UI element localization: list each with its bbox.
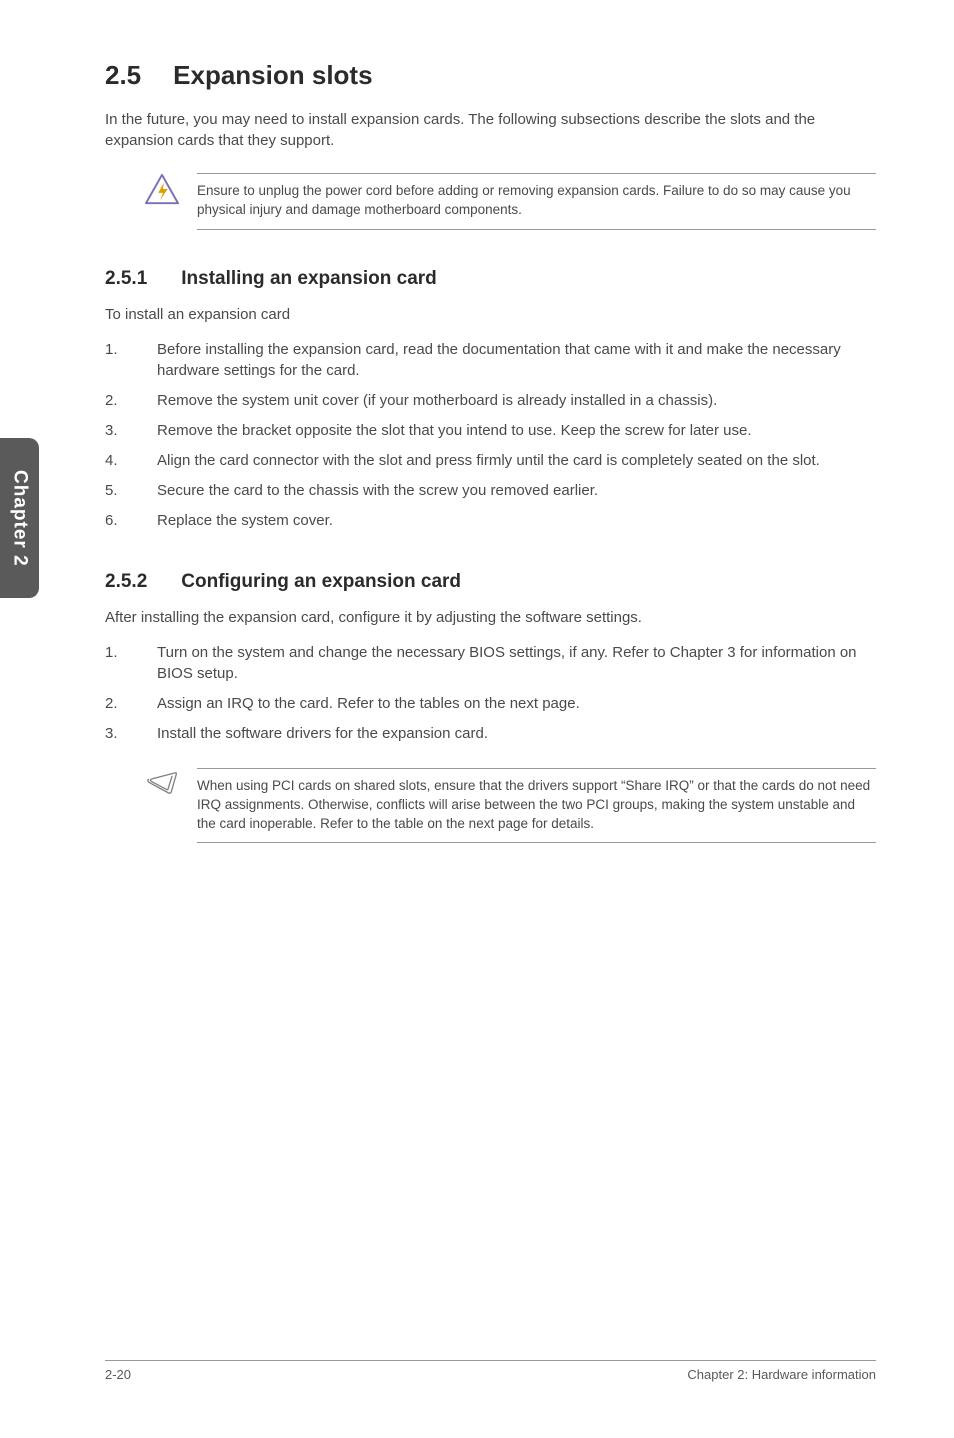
list-item: Before installing the expansion card, re…	[105, 339, 876, 381]
subsection-intro: To install an expansion card	[105, 306, 876, 323]
list-item: Remove the bracket opposite the slot tha…	[105, 420, 876, 441]
chapter-side-tab: Chapter 2	[0, 438, 39, 598]
subsection-intro: After installing the expansion card, con…	[105, 609, 876, 626]
list-item: Install the software drivers for the exp…	[105, 723, 876, 744]
subsection-252: 2.5.2 Configuring an expansion card After…	[105, 571, 876, 844]
footer-chapter-label: Chapter 2: Hardware information	[687, 1367, 876, 1382]
section-number: 2.5	[105, 60, 141, 91]
install-steps: Before installing the expansion card, re…	[105, 339, 876, 531]
subsection-heading: 2.5.2 Configuring an expansion card	[105, 571, 876, 593]
subsection-number: 2.5.2	[105, 571, 147, 593]
note-icon	[143, 768, 181, 802]
list-item: Align the card connector with the slot a…	[105, 450, 876, 471]
configure-steps: Turn on the system and change the necess…	[105, 642, 876, 744]
warning-icon	[143, 173, 181, 207]
list-item: Assign an IRQ to the card. Refer to the …	[105, 693, 876, 714]
note-callout: When using PCI cards on shared slots, en…	[143, 768, 876, 844]
subsection-number: 2.5.1	[105, 268, 147, 290]
section-heading: 2.5 Expansion slots	[105, 60, 876, 91]
subsection-title: Installing an expansion card	[181, 268, 437, 289]
page-number: 2-20	[105, 1367, 131, 1382]
list-item: Remove the system unit cover (if your mo…	[105, 390, 876, 411]
warning-callout: Ensure to unplug the power cord before a…	[143, 173, 876, 230]
section-intro: In the future, you may need to install e…	[105, 109, 876, 151]
list-item: Replace the system cover.	[105, 510, 876, 531]
subsection-title: Configuring an expansion card	[181, 571, 461, 592]
page-footer: 2-20 Chapter 2: Hardware information	[105, 1360, 876, 1382]
subsection-heading: 2.5.1 Installing an expansion card	[105, 268, 876, 290]
note-text: When using PCI cards on shared slots, en…	[197, 768, 876, 844]
subsection-251: 2.5.1 Installing an expansion card To ins…	[105, 268, 876, 531]
section-title: Expansion slots	[173, 60, 372, 90]
list-item: Turn on the system and change the necess…	[105, 642, 876, 684]
page-content: 2.5 Expansion slots In the future, you ma…	[0, 0, 954, 843]
list-item: Secure the card to the chassis with the …	[105, 480, 876, 501]
warning-text: Ensure to unplug the power cord before a…	[197, 173, 876, 230]
